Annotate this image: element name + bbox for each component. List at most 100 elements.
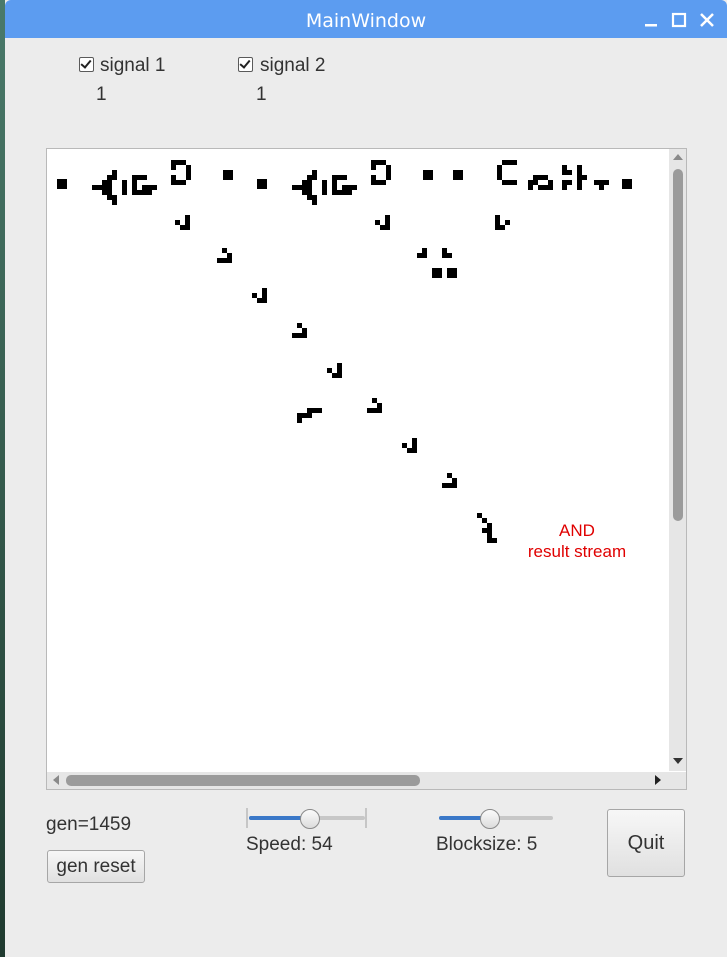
life-cell <box>307 408 312 413</box>
life-cell <box>307 175 312 180</box>
horizontal-scroll-thumb[interactable] <box>66 775 420 786</box>
life-cell <box>375 220 380 225</box>
life-cell <box>307 413 312 418</box>
vertical-scroll-thumb[interactable] <box>673 169 683 521</box>
signal-2-label: signal 2 <box>260 55 326 76</box>
life-cell <box>502 160 507 165</box>
gen-reset-button[interactable]: gen reset <box>47 850 145 883</box>
life-cell <box>262 184 267 189</box>
life-cell <box>533 175 538 180</box>
blocksize-slider-handle[interactable] <box>480 809 500 829</box>
speed-slider-handle[interactable] <box>300 809 320 829</box>
life-cell <box>332 185 337 190</box>
signal-1-checkbox[interactable] <box>79 57 94 72</box>
scroll-left-icon[interactable] <box>53 775 59 785</box>
life-cell <box>132 185 137 190</box>
title-bar[interactable]: MainWindow <box>5 0 727 38</box>
life-cell <box>453 170 458 175</box>
speed-slider-ticks <box>246 808 367 828</box>
life-cell <box>432 268 437 273</box>
life-cell <box>107 175 112 180</box>
annotation-result-stream: result stream <box>527 542 627 561</box>
blocksize-slider-fill <box>439 816 489 820</box>
life-cell <box>312 170 317 175</box>
life-cell <box>371 175 376 180</box>
life-cell <box>186 170 191 175</box>
life-cell <box>122 180 127 185</box>
speed-label: Speed: 54 <box>246 834 333 855</box>
life-cell <box>297 185 302 190</box>
life-cell <box>507 160 512 165</box>
life-cell <box>385 220 390 225</box>
scroll-down-icon[interactable] <box>673 758 683 764</box>
life-cell <box>538 185 543 190</box>
life-cell <box>482 518 487 523</box>
scroll-right-icon[interactable] <box>655 775 661 785</box>
life-cell <box>332 180 337 185</box>
life-cell <box>505 220 510 225</box>
life-cell <box>372 408 377 413</box>
signal-1-value: 1 <box>96 84 107 105</box>
life-cell <box>622 184 627 189</box>
quit-button[interactable]: Quit <box>607 809 685 877</box>
life-cell <box>417 253 422 258</box>
vertical-scrollbar[interactable] <box>669 149 686 771</box>
life-cell <box>97 185 102 190</box>
life-cell <box>307 195 312 200</box>
life-cell <box>458 175 463 180</box>
life-cell <box>497 165 502 170</box>
life-cell <box>171 175 176 180</box>
life-cell <box>487 538 492 543</box>
life-cell <box>147 190 152 195</box>
life-cell <box>371 165 376 170</box>
life-cell <box>132 180 137 185</box>
life-cell <box>176 160 181 165</box>
life-cell <box>492 538 497 543</box>
life-cell <box>543 185 548 190</box>
life-grid <box>57 160 632 543</box>
life-cell <box>228 175 233 180</box>
life-cell <box>577 170 582 175</box>
close-icon[interactable] <box>697 9 717 31</box>
life-cell <box>453 175 458 180</box>
desktop-edge <box>0 0 5 957</box>
life-cell <box>62 184 67 189</box>
annotation-and: AND <box>559 521 595 540</box>
maximize-icon[interactable] <box>669 9 689 31</box>
life-cell <box>562 180 567 185</box>
life-cell <box>181 160 186 165</box>
life-cell <box>528 185 533 190</box>
life-cell <box>332 175 337 180</box>
life-cell <box>337 175 342 180</box>
signal-2-checkbox[interactable] <box>238 57 253 72</box>
life-cell <box>567 180 572 185</box>
life-cell <box>447 253 452 258</box>
life-cell <box>437 273 442 278</box>
life-cell <box>171 180 176 185</box>
life-cell <box>447 483 452 488</box>
life-cell <box>528 180 533 185</box>
life-cell <box>487 523 492 528</box>
life-cell <box>342 175 347 180</box>
life-cell <box>538 175 543 180</box>
life-cell <box>386 165 391 170</box>
life-cell <box>458 170 463 175</box>
life-cell <box>186 175 191 180</box>
life-cell <box>297 418 302 423</box>
life-cell <box>222 248 227 253</box>
life-cell <box>412 448 417 453</box>
life-cell <box>57 179 62 184</box>
life-cell <box>507 180 512 185</box>
life-cell <box>371 180 376 185</box>
life-cell <box>342 185 347 190</box>
life-cell <box>122 190 127 195</box>
life-cell <box>107 190 112 195</box>
life-cell <box>312 175 317 180</box>
horizontal-scrollbar[interactable] <box>47 772 669 789</box>
life-cell <box>171 160 176 165</box>
minimize-icon[interactable] <box>641 9 661 31</box>
scroll-up-icon[interactable] <box>673 154 683 160</box>
life-canvas[interactable]: AND result stream <box>46 148 687 790</box>
life-cell <box>482 528 487 533</box>
life-cell <box>562 165 567 170</box>
